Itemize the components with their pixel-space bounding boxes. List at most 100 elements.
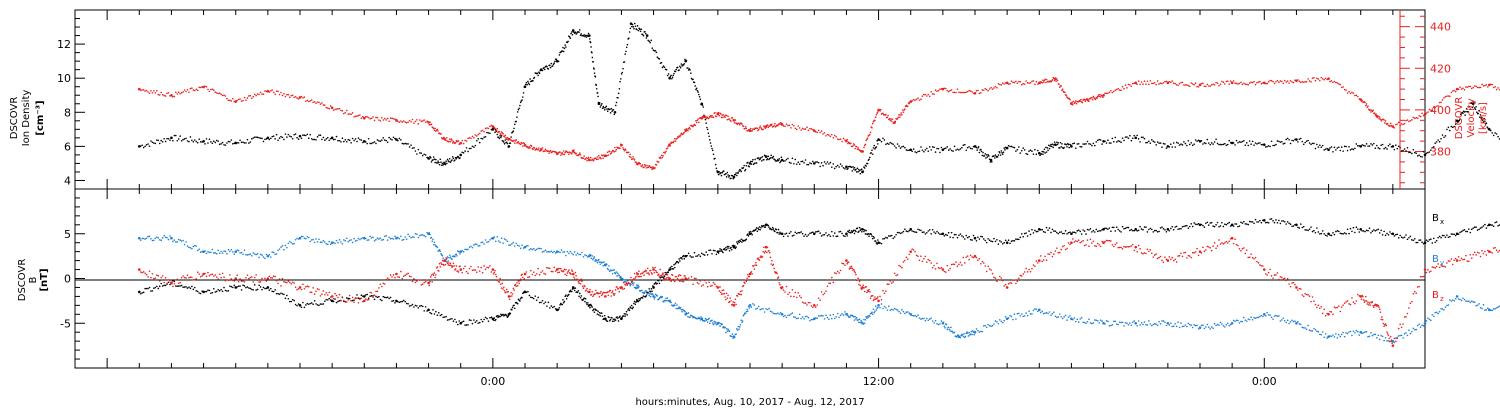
- data-point-fill: [562, 251, 564, 253]
- data-point-fill: [448, 160, 450, 163]
- data-point-fill: [1045, 81, 1047, 84]
- data-point-fill: [1304, 141, 1306, 144]
- data-point: [459, 250, 463, 253]
- data-point-fill: [1317, 231, 1320, 233]
- data-point-fill: [1378, 147, 1381, 150]
- data-point-fill: [999, 152, 1001, 154]
- data-point-fill: [1086, 228, 1089, 231]
- data-point-fill: [687, 129, 689, 132]
- data-point-fill: [797, 161, 800, 164]
- data-point-fill: [718, 171, 721, 173]
- data-point-fill: [436, 128, 439, 131]
- data-point-fill: [980, 235, 982, 238]
- data-point-fill: [484, 239, 487, 241]
- data-point-fill: [619, 315, 621, 318]
- data-point-fill: [1313, 229, 1315, 232]
- data-point-fill: [1228, 221, 1231, 224]
- data-point-fill: [832, 137, 835, 139]
- data-point-fill: [1365, 143, 1368, 145]
- data-point-fill: [981, 154, 984, 157]
- data-point-fill: [991, 161, 993, 163]
- data-point-fill: [654, 49, 657, 52]
- data-point-fill: [294, 238, 297, 241]
- data-point-fill: [1371, 110, 1374, 113]
- data-point-fill: [731, 174, 734, 177]
- data-point: [523, 85, 527, 89]
- data-point-fill: [1216, 221, 1219, 224]
- data-point-fill: [516, 302, 519, 305]
- data-point-fill: [1130, 85, 1133, 88]
- data-point-fill: [1178, 228, 1181, 230]
- data-point-fill: [702, 115, 705, 118]
- data-point-fill: [1042, 81, 1045, 84]
- data-point-fill: [1372, 109, 1374, 112]
- data-point-fill: [1048, 147, 1051, 150]
- data-point-fill: [687, 69, 690, 71]
- data-point-fill: [264, 257, 266, 260]
- data-point-fill: [981, 236, 984, 238]
- data-point-fill: [810, 162, 813, 165]
- data-point-fill: [731, 333, 734, 335]
- data-point-fill: [977, 89, 979, 92]
- data-point-fill: [660, 154, 663, 157]
- data-point-fill: [628, 37, 630, 39]
- data-point-fill: [589, 159, 591, 162]
- data-point-fill: [158, 94, 161, 96]
- data-point-fill: [405, 302, 408, 305]
- data-point-fill: [611, 272, 614, 275]
- data-point-fill: [341, 137, 344, 140]
- data-point-fill: [400, 120, 402, 122]
- data-point-fill: [1183, 141, 1185, 143]
- data-point-fill: [592, 60, 595, 63]
- data-point-fill: [699, 98, 702, 101]
- data-point-fill: [1473, 107, 1476, 109]
- data-point-fill: [958, 234, 960, 237]
- data-point-fill: [432, 243, 435, 246]
- data-point-fill: [383, 296, 386, 299]
- data-point-fill: [1419, 155, 1422, 158]
- data-point-fill: [1047, 229, 1049, 231]
- data-point-fill: [771, 226, 774, 229]
- data-point-fill: [169, 283, 171, 286]
- data-point-fill: [293, 242, 295, 245]
- data-point-fill: [1489, 83, 1492, 86]
- data-point-fill: [706, 126, 708, 129]
- data-point-fill: [446, 162, 448, 165]
- data-point-fill: [391, 117, 393, 120]
- data-point-fill: [1307, 78, 1309, 80]
- data-point-fill: [1337, 146, 1340, 149]
- data-point-fill: [530, 296, 532, 299]
- data-point-fill: [557, 308, 560, 311]
- data-point-fill: [1316, 143, 1318, 146]
- data-point-fill: [1373, 229, 1375, 231]
- data-point: [732, 119, 736, 122]
- data-point-fill: [956, 148, 959, 150]
- data-point-fill: [985, 154, 988, 156]
- data-point-fill: [519, 300, 521, 302]
- data-point-fill: [142, 291, 145, 294]
- data-point-fill: [645, 167, 648, 169]
- data-point-fill: [1202, 82, 1204, 84]
- data-point-fill: [875, 146, 878, 148]
- data-point-fill: [642, 295, 645, 297]
- data-point-fill: [1121, 225, 1124, 228]
- data-point-fill: [373, 141, 376, 143]
- data-point: [1295, 138, 1298, 141]
- data-point-fill: [475, 320, 478, 322]
- data-point-fill: [1408, 236, 1410, 239]
- data-point-fill: [692, 78, 694, 81]
- data-point: [587, 254, 591, 258]
- data-point-fill: [767, 126, 770, 129]
- data-point-fill: [1175, 225, 1178, 228]
- data-point-fill: [1482, 121, 1485, 123]
- data-point-fill: [1187, 139, 1190, 142]
- data-point-fill: [300, 137, 303, 140]
- data-point-fill: [357, 237, 360, 240]
- data-point-fill: [630, 307, 632, 309]
- data-point-fill: [753, 162, 756, 165]
- data-point-fill: [825, 134, 827, 137]
- data-point-fill: [1453, 125, 1456, 128]
- data-point-fill: [779, 231, 781, 234]
- data-point-fill: [329, 243, 332, 246]
- data-point-fill: [287, 297, 290, 300]
